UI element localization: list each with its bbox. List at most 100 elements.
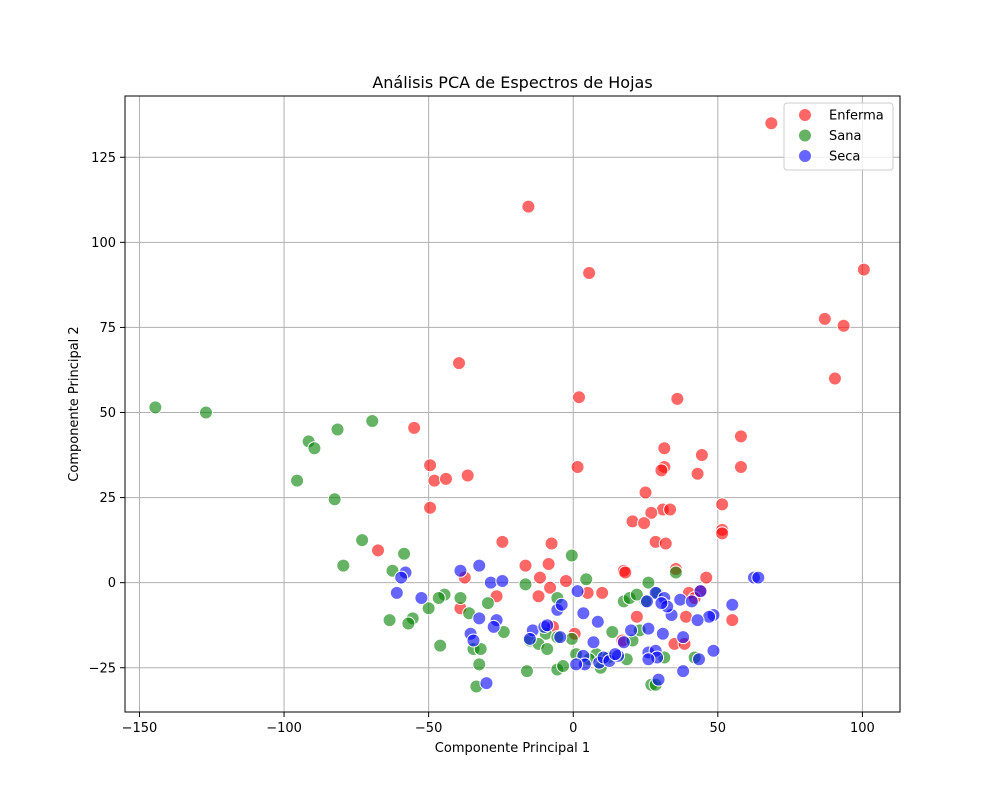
grid (125, 96, 900, 712)
data-point (472, 611, 487, 626)
data-point (641, 621, 656, 636)
data-point (401, 616, 416, 631)
data-point (764, 116, 779, 131)
series-enferma (371, 116, 871, 651)
data-point (638, 485, 653, 500)
data-point (654, 596, 669, 611)
data-point (518, 577, 533, 592)
data-point (394, 570, 409, 585)
data-point (544, 536, 559, 551)
data-point (431, 590, 446, 605)
data-point (531, 589, 546, 604)
data-point (725, 597, 740, 612)
y-tick-label: −25 (89, 661, 116, 676)
data-point (365, 414, 380, 429)
data-point (389, 585, 404, 600)
data-point (148, 400, 163, 415)
data-point (725, 613, 740, 628)
data-point (433, 638, 448, 653)
data-point (540, 642, 555, 657)
data-point (658, 536, 673, 551)
data-point (676, 630, 691, 645)
data-point (595, 585, 610, 600)
legend-label: Enferma (829, 109, 884, 124)
chart-title: Análisis PCA de Espectros de Hojas (372, 73, 652, 92)
data-point (694, 448, 709, 463)
legend-marker (798, 108, 812, 122)
data-point (605, 625, 620, 640)
axis-ticks: −150 −100 −50 0 50 100 −25 0 25 50 75 100 125 (89, 151, 875, 736)
series-seca (389, 558, 766, 691)
data-point (679, 609, 694, 624)
data-point (198, 405, 213, 420)
y-tick-label: 75 (99, 321, 116, 336)
data-point (629, 609, 644, 624)
data-point (327, 492, 342, 507)
data-point (690, 613, 705, 628)
data-point (733, 459, 748, 474)
data-point (564, 631, 579, 646)
data-point (397, 546, 412, 561)
data-point (817, 311, 832, 326)
data-point (336, 558, 351, 573)
data-point (543, 580, 558, 595)
data-point (570, 459, 585, 474)
data-point (644, 505, 659, 520)
data-points (148, 116, 871, 694)
data-point (693, 584, 708, 599)
data-point (733, 429, 748, 444)
data-point (624, 623, 639, 638)
data-point (522, 631, 537, 646)
data-point (692, 652, 707, 667)
data-point (582, 265, 597, 280)
data-point (290, 473, 305, 488)
y-axis-label: Componente Principal 2 (67, 326, 82, 481)
x-tick-label: −50 (415, 721, 442, 736)
y-tick-label: 125 (91, 151, 116, 166)
data-point (663, 502, 678, 517)
legend: Enferma Sana Seca (783, 102, 894, 171)
data-point (676, 664, 691, 679)
data-point (427, 473, 442, 488)
data-point (519, 664, 534, 679)
data-point (629, 587, 644, 602)
data-point (480, 596, 495, 611)
y-tick-label: 0 (108, 576, 116, 591)
data-point (684, 594, 699, 609)
data-point (641, 652, 656, 667)
legend-label: Sana (829, 129, 861, 144)
data-point (570, 584, 585, 599)
data-point (625, 514, 640, 529)
data-point (486, 619, 501, 634)
data-point (556, 659, 571, 674)
data-point (452, 356, 467, 371)
x-tick-label: 0 (569, 721, 577, 736)
data-point (423, 458, 438, 473)
data-point (521, 199, 536, 214)
data-point (421, 601, 436, 616)
data-point (618, 565, 633, 580)
data-point (706, 643, 721, 658)
data-point (590, 614, 605, 629)
data-point (371, 543, 386, 558)
data-point (699, 570, 714, 585)
legend-marker (798, 128, 812, 143)
data-point (651, 672, 666, 687)
data-point (639, 594, 654, 609)
data-point (579, 572, 594, 587)
data-point (453, 563, 468, 578)
data-point (673, 592, 688, 607)
data-point (330, 422, 345, 437)
data-point (472, 558, 487, 573)
data-point (540, 618, 555, 633)
y-tick-label: 100 (91, 236, 116, 251)
data-point (564, 548, 579, 563)
data-point (472, 657, 487, 672)
data-point (553, 630, 568, 645)
data-point (751, 570, 766, 585)
data-point (355, 533, 370, 548)
data-point (307, 441, 322, 456)
legend-label: Seca (829, 150, 860, 165)
data-point (407, 420, 422, 435)
